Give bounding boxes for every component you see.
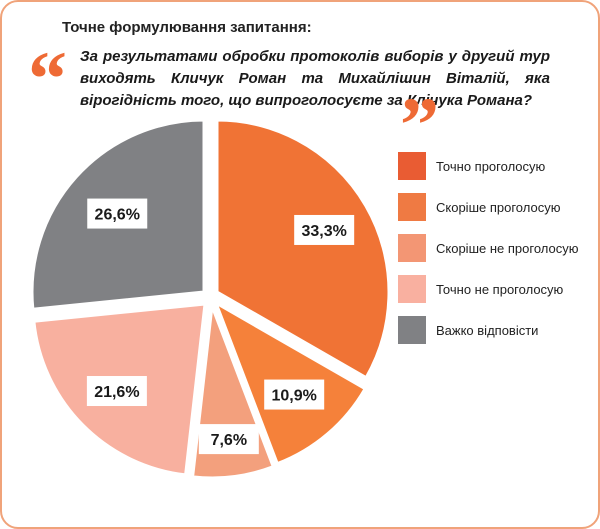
data-label-box: [198, 424, 259, 455]
close-quote-mark: ”: [400, 81, 439, 168]
data-label: 21,6%: [94, 384, 139, 401]
legend-item: Важко відповісти: [398, 316, 578, 344]
legend-swatch: [398, 316, 426, 344]
data-label: 10,9%: [272, 388, 317, 405]
data-label-box: [294, 214, 355, 245]
data-label-box: [264, 379, 325, 410]
chart-legend: Точно проголосую Скоріше проголосую Скоріш…: [398, 152, 578, 357]
data-label: 33,3%: [301, 223, 346, 240]
legend-label: Точно проголосую: [436, 158, 546, 174]
data-label: 26,6%: [95, 207, 140, 224]
question-text: За результатами обробки протоколів вибор…: [80, 48, 550, 109]
legend-label: Важко відповісти: [436, 322, 539, 338]
legend-item: Точно не проголосую: [398, 275, 578, 303]
legend-label: Скоріше проголосую: [436, 199, 561, 215]
data-label: 7,6%: [211, 432, 247, 449]
pie-slice: [215, 118, 391, 380]
legend-item: Скоріше не проголосую: [398, 234, 578, 262]
open-quote-mark: “: [28, 35, 67, 122]
legend-label: Скоріше не проголосую: [436, 240, 579, 256]
data-label-box: [86, 376, 147, 407]
legend-label: Точно не проголосую: [436, 281, 564, 297]
legend-swatch: [398, 152, 426, 180]
legend-swatch: [398, 193, 426, 221]
legend-swatch: [398, 275, 426, 303]
legend-item: Точно проголосую: [398, 152, 578, 180]
legend-swatch: [398, 234, 426, 262]
legend-item: Скоріше проголосую: [398, 193, 578, 221]
question-heading: Точне формулювання запитання:: [62, 19, 312, 36]
data-label-box: [87, 198, 148, 229]
